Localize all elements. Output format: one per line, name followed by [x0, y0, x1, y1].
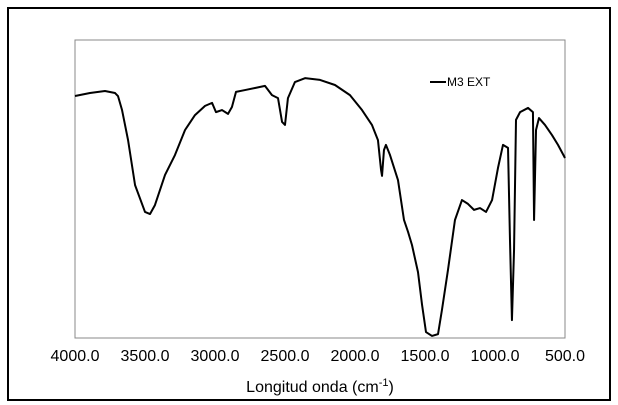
x-tick-label: 2500.0 — [261, 348, 310, 365]
legend-label: M3 EXT — [447, 75, 491, 89]
x-tick-label: 2000.0 — [331, 348, 380, 365]
x-axis-label: Longitud onda (cm-1) — [246, 377, 394, 396]
x-tick-label: 4000.0 — [51, 348, 100, 365]
chart-border — [7, 7, 611, 401]
spectrum-line — [74, 77, 566, 337]
x-axis-label-suffix: ) — [388, 379, 393, 396]
x-tick-label: 3000.0 — [191, 348, 240, 365]
x-tick-label: 1000.0 — [471, 348, 520, 365]
x-axis-label-text: Longitud onda (cm — [246, 379, 379, 396]
x-tick-label: 1500.0 — [401, 348, 450, 365]
x-axis-label-superscript: -1 — [379, 377, 389, 389]
x-tick-label: 500.0 — [545, 348, 585, 365]
plot-area — [74, 39, 566, 339]
x-tick-label: 3500.0 — [121, 348, 170, 365]
